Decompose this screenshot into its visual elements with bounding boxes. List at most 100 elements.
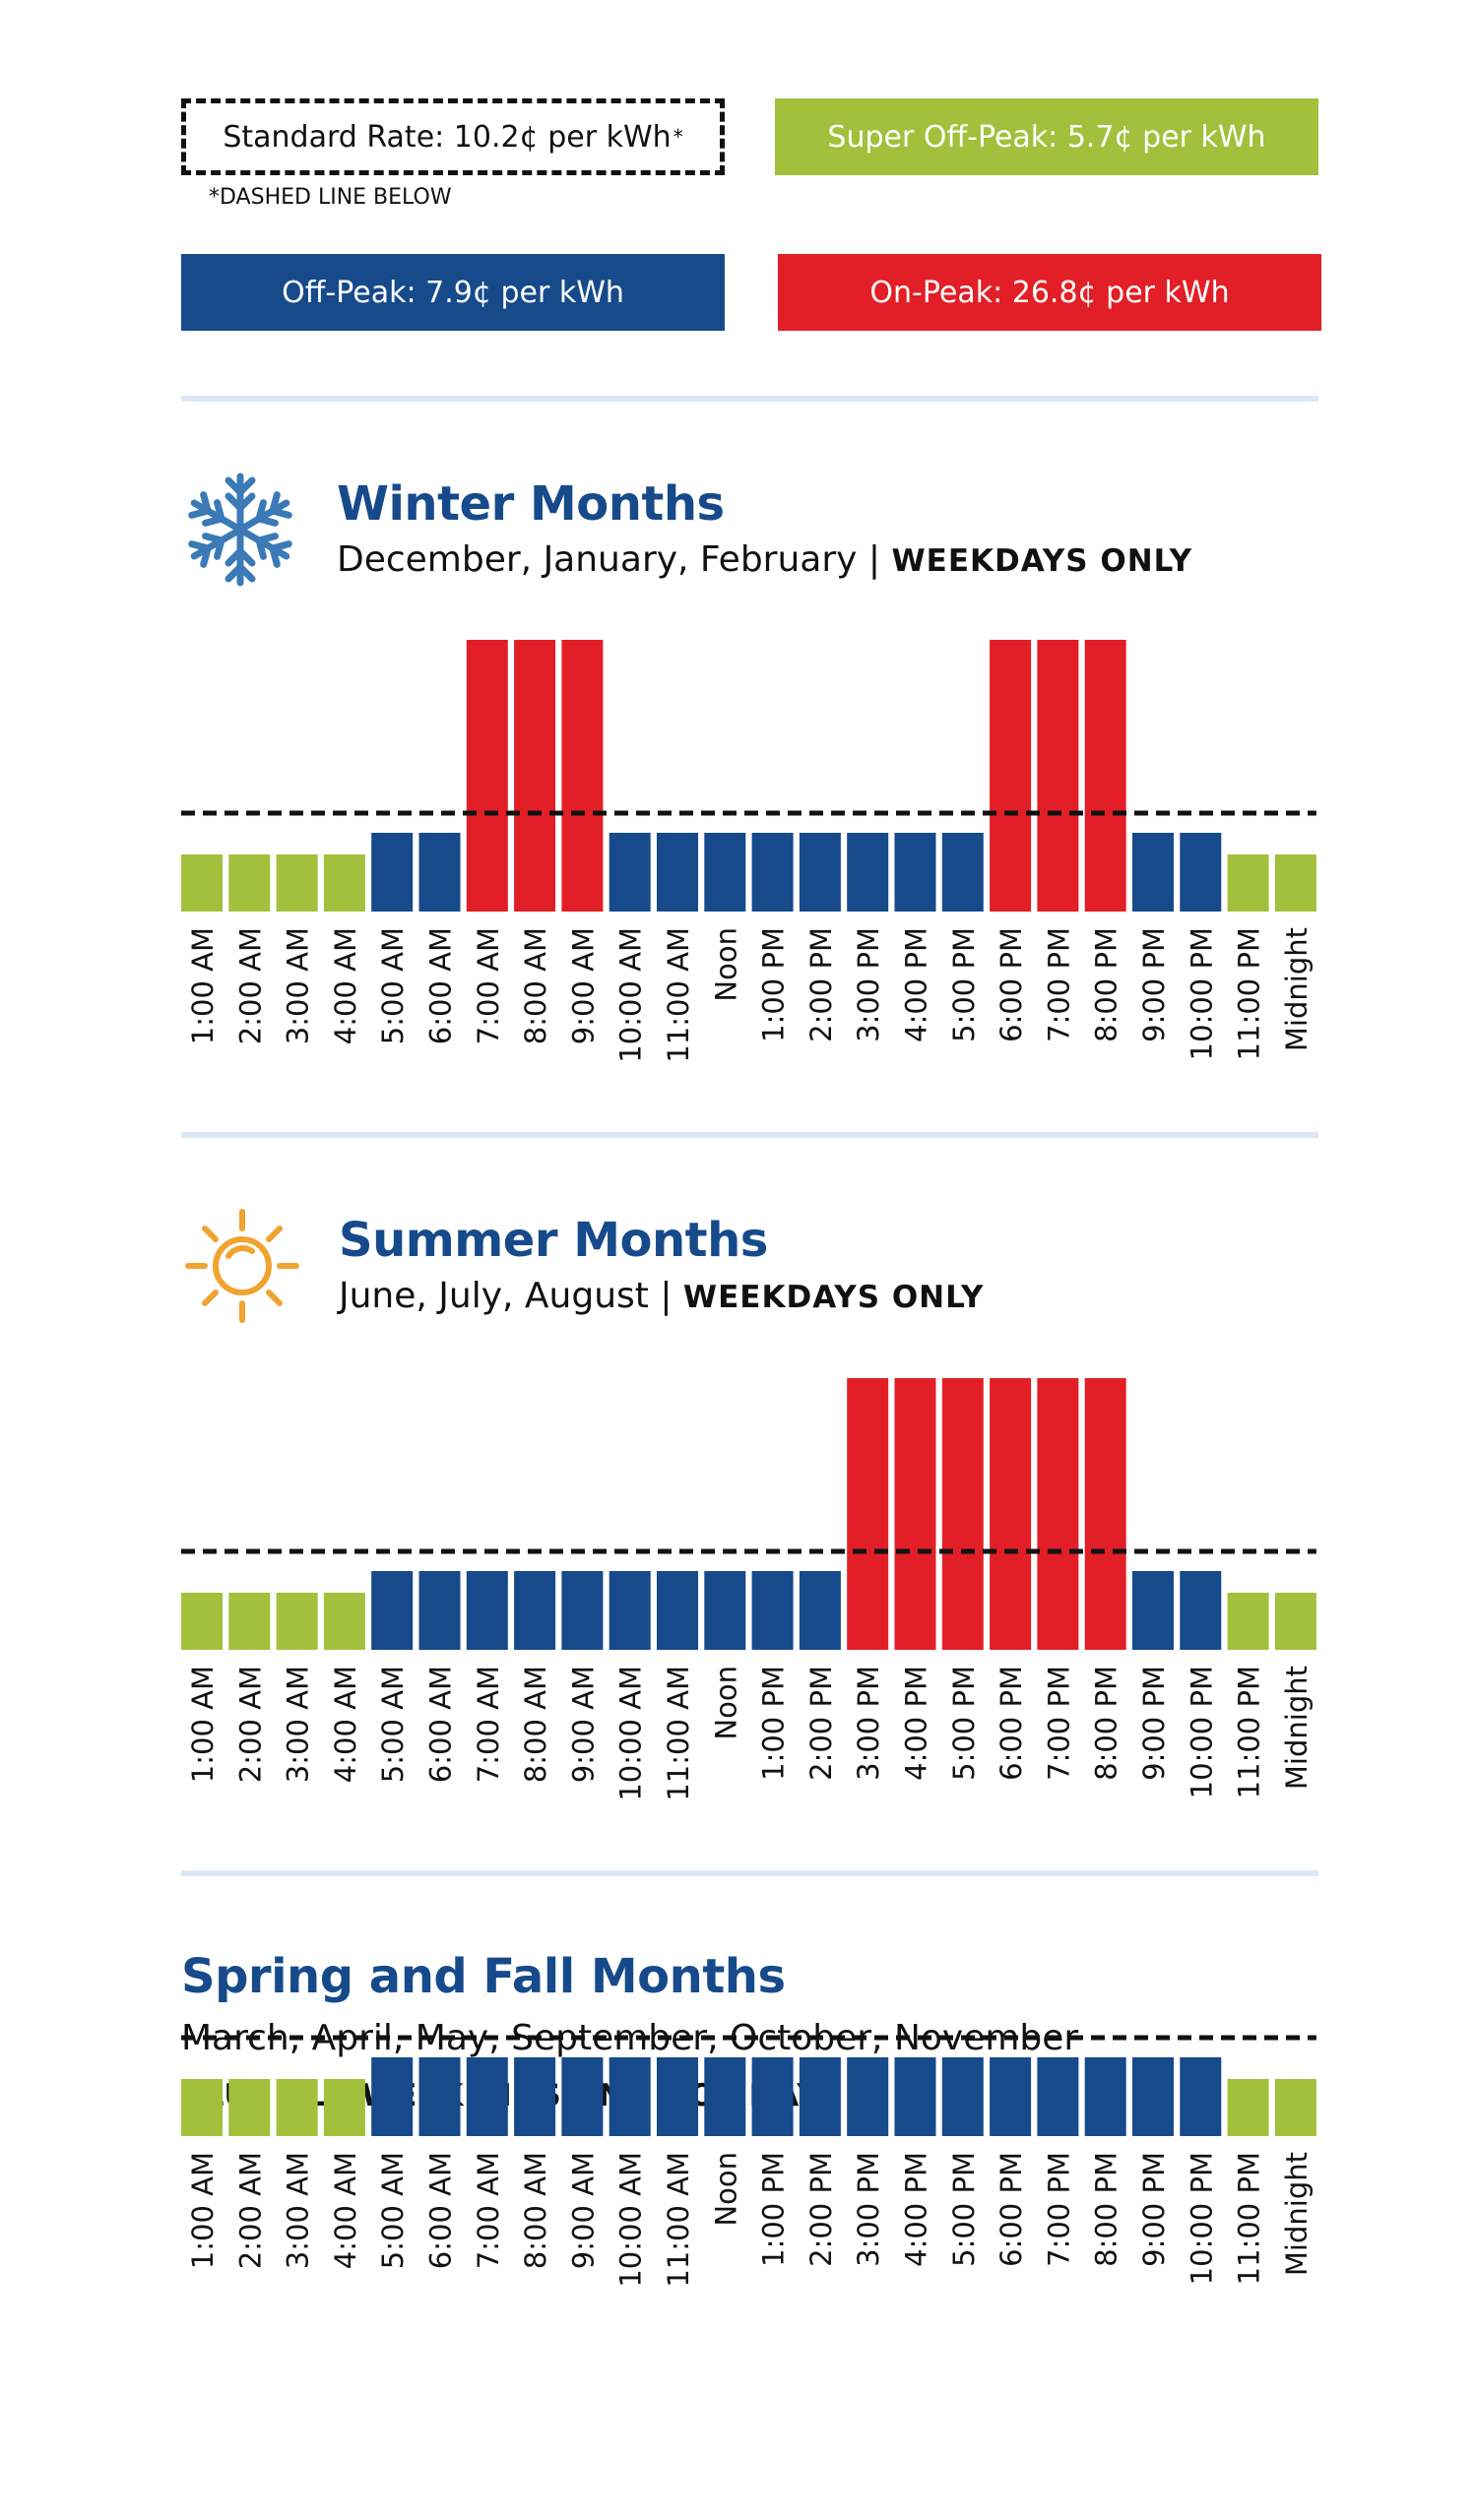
bar-midnight <box>1274 2079 1316 2136</box>
divider-winter-summer <box>181 1132 1318 1138</box>
tick-label: 2:00 AM <box>233 1666 267 1783</box>
tick-label: 9:00 PM <box>1137 2152 1171 2267</box>
divider-summer-spring <box>181 1870 1318 1876</box>
bar-8-00-am <box>514 1571 556 1650</box>
bar-3-00-am <box>276 1593 318 1650</box>
legend-standard-rate: Standard Rate: 10.2¢ per kWh * <box>181 98 725 175</box>
tick-label: 3:00 PM <box>852 2152 885 2267</box>
tick-label: 3:00 AM <box>282 1666 315 1783</box>
tick-label: 8:00 AM <box>519 927 552 1044</box>
bar-9-00-pm <box>1132 1571 1174 1650</box>
tick-label: Noon <box>709 2152 742 2227</box>
tick-label: 5:00 PM <box>947 2152 981 2267</box>
bar-9-00-am <box>561 2057 604 2136</box>
tick-label: 5:00 PM <box>947 927 981 1042</box>
bar-2-00-am <box>228 2079 271 2136</box>
winter-header: Winter Months December, January, Februar… <box>337 476 1192 580</box>
bar-midnight <box>1274 854 1316 912</box>
tick-label: 11:00 PM <box>1233 927 1266 1060</box>
bar-4-00-am <box>323 1593 365 1650</box>
tick-label: 10:00 AM <box>614 927 648 1063</box>
bar-4-00-pm <box>894 2057 936 2136</box>
bar-4-00-am <box>323 854 365 912</box>
tick-label: 10:00 AM <box>614 2152 648 2288</box>
tick-label: 6:00 AM <box>424 1666 458 1783</box>
divider-top <box>181 396 1318 402</box>
bar-5-00-pm <box>941 833 984 912</box>
bar-3-00-pm <box>847 833 889 912</box>
bar-11-00-am <box>657 1571 698 1650</box>
bar-7-00-pm <box>1037 1378 1079 1650</box>
bar-10-00-am <box>609 833 651 912</box>
tick-label: Midnight <box>1280 927 1314 1051</box>
legend-footnote: *DASHED LINE BELOW <box>209 185 452 210</box>
bar-11-00-pm <box>1227 2079 1269 2136</box>
tick-label: 10:00 AM <box>614 1666 648 1801</box>
tick-label: 11:00 AM <box>662 927 695 1063</box>
bar-2-00-pm <box>799 833 841 912</box>
tick-label: 8:00 PM <box>1090 1666 1123 1781</box>
sun-icon <box>183 1207 301 1329</box>
bar-1-00-am <box>181 2079 223 2136</box>
winter-subtitle: December, January, February | WEEKDAYS O… <box>337 539 1192 580</box>
legend-standard-label: Standard Rate: 10.2¢ per kWh <box>223 119 672 155</box>
bar-6-00-am <box>418 833 461 912</box>
winter-months: December, January, February | <box>337 539 892 580</box>
tick-label: 4:00 AM <box>329 1666 362 1783</box>
tick-label: 9:00 PM <box>1137 1666 1171 1781</box>
tick-label: 3:00 AM <box>282 927 315 1044</box>
bar-5-00-pm <box>941 2057 984 2136</box>
bar-4-00-pm <box>894 1378 936 1650</box>
tick-label: 2:00 PM <box>804 2152 838 2267</box>
bar-6-00-am <box>418 2057 461 2136</box>
bar-3-00-pm <box>847 1378 889 1650</box>
tick-label: 11:00 AM <box>662 2152 695 2288</box>
bar-midnight <box>1274 1593 1316 1650</box>
summer-chart: 1:00 AM 2:00 AM 3:00 AM 4:00 AM 5:00 AM 6:00 … <box>181 1368 1318 1801</box>
bar-6-00-pm <box>990 2057 1032 2136</box>
tick-label: 11:00 PM <box>1233 1666 1266 1798</box>
tick-label: 10:00 PM <box>1185 927 1218 1060</box>
tick-label: 2:00 PM <box>804 1666 838 1781</box>
tick-label: 8:00 PM <box>1090 927 1123 1042</box>
bar-10-00-pm <box>1180 2057 1222 2136</box>
tick-label: 10:00 PM <box>1185 2152 1218 2285</box>
bar-noon <box>704 2057 746 2136</box>
tick-label: 1:00 AM <box>186 927 220 1044</box>
legend-super-off-peak-label: Super Off-Peak: 5.7¢ per kWh <box>827 119 1266 155</box>
tick-label: 1:00 PM <box>757 927 791 1042</box>
bar-6-00-am <box>418 1571 461 1650</box>
tick-label: 3:00 AM <box>282 2152 315 2269</box>
bar-1-00-pm <box>751 1571 794 1650</box>
bar-6-00-pm <box>990 1378 1032 1650</box>
tick-label: 2:00 AM <box>233 2152 267 2269</box>
bar-5-00-am <box>371 2057 414 2136</box>
bar-4-00-pm <box>894 833 936 912</box>
legend-off-peak: Off-Peak: 7.9¢ per kWh <box>181 254 725 331</box>
summer-months: June, July, August | <box>339 1276 683 1316</box>
legend-off-peak-label: Off-Peak: 7.9¢ per kWh <box>282 275 624 310</box>
tick-label: 6:00 PM <box>994 927 1028 1042</box>
bar-noon <box>704 1571 746 1650</box>
tick-label: Midnight <box>1280 1666 1314 1790</box>
bar-10-00-am <box>609 1571 651 1650</box>
summer-header: Summer Months June, July, August | WEEKD… <box>339 1213 984 1316</box>
bar-9-00-pm <box>1132 833 1174 912</box>
tick-label: 9:00 PM <box>1137 927 1171 1042</box>
tick-label: 5:00 PM <box>947 1666 981 1781</box>
bar-8-00-am <box>514 2057 556 2136</box>
legend-standard-asterisk: * <box>673 125 683 149</box>
tick-label: 4:00 PM <box>900 927 933 1042</box>
bar-1-00-am <box>181 1593 223 1650</box>
bar-10-00-pm <box>1180 833 1222 912</box>
tick-label: 7:00 AM <box>472 1666 505 1783</box>
bar-7-00-am <box>466 640 508 912</box>
tick-label: 7:00 PM <box>1042 2152 1075 2267</box>
bar-7-00-pm <box>1037 640 1079 912</box>
bar-2-00-pm <box>799 2057 841 2136</box>
tick-label: 9:00 AM <box>566 1666 600 1783</box>
bar-4-00-am <box>323 2079 365 2136</box>
tick-label: 4:00 AM <box>329 2152 362 2269</box>
tick-label: 7:00 AM <box>472 2152 505 2269</box>
bar-9-00-am <box>561 640 604 912</box>
